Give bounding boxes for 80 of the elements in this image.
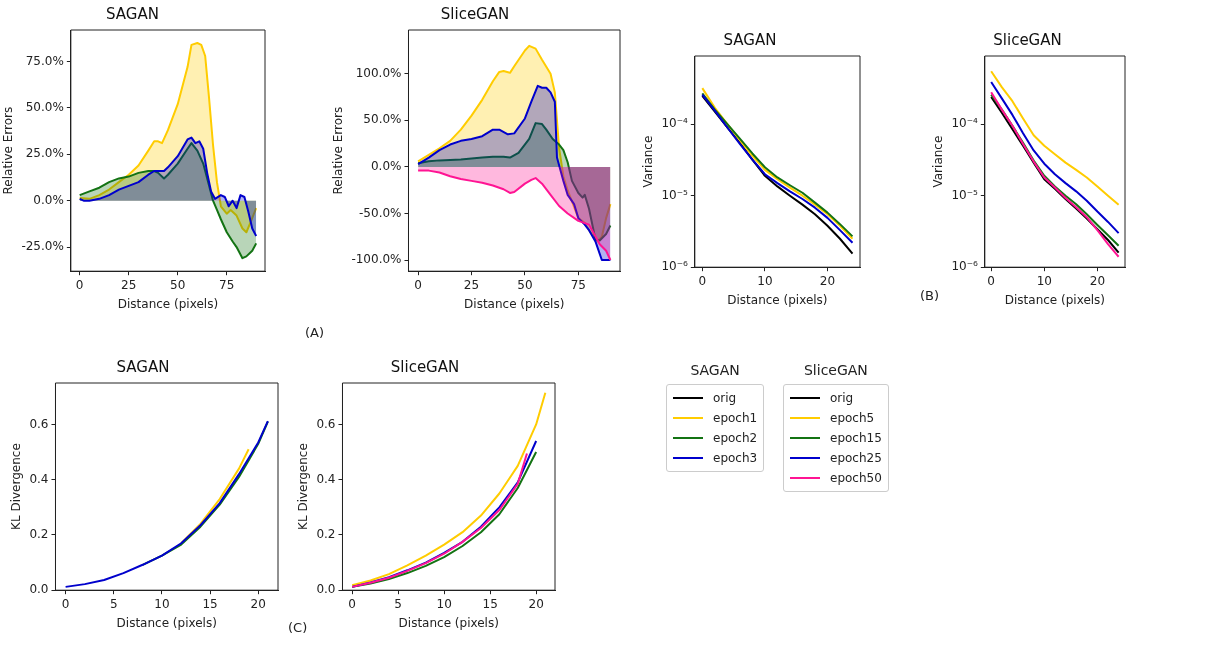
x-tick-label: 0 xyxy=(414,277,422,292)
x-tick-label: 10 xyxy=(757,273,773,288)
x-tick-label: 5 xyxy=(109,596,118,611)
chart-title: SAGAN xyxy=(116,357,170,376)
x-axis-title: Distance (pixels) xyxy=(727,292,828,307)
y-tick-label: 10⁻⁴ xyxy=(661,116,688,131)
x-tick-label: 0 xyxy=(61,596,70,611)
x-tick-label: 20 xyxy=(250,596,266,611)
legend-label: epoch3 xyxy=(713,451,758,465)
legend-label: epoch25 xyxy=(830,451,882,465)
y-tick-label: 0.4 xyxy=(29,471,49,486)
x-axis-title: Distance (pixels) xyxy=(398,615,499,630)
legend-title: SAGAN xyxy=(689,362,741,378)
y-tick-label: 0.6 xyxy=(29,416,49,431)
y-axis-title: Variance xyxy=(641,135,656,188)
y-axis-title: KL Divergence xyxy=(9,443,24,530)
y-tick-label: -50.0% xyxy=(359,205,402,220)
y-tick-label: 0.0% xyxy=(370,159,402,174)
x-tick-label: 10 xyxy=(436,596,452,611)
y-tick-label: 0.6 xyxy=(316,416,336,431)
y-tick-label: 10⁻⁴ xyxy=(951,116,978,131)
x-axis-title: Distance (pixels) xyxy=(1004,292,1106,307)
y-tick-label: 50.0% xyxy=(25,100,64,115)
x-tick-label: 20 xyxy=(528,596,544,611)
x-tick-label: 10 xyxy=(1036,273,1052,288)
y-tick-label: 0.2 xyxy=(316,527,336,542)
x-axis-title: Distance (pixels) xyxy=(117,296,219,311)
chart-title: SliceGAN xyxy=(993,30,1062,49)
chart-title: SliceGAN xyxy=(390,357,460,376)
x-axis-title: Distance (pixels) xyxy=(116,615,217,630)
y-tick-label: -25.0% xyxy=(21,239,64,254)
x-tick-label: 0 xyxy=(348,596,356,611)
y-tick-label: 0.4 xyxy=(316,471,336,486)
legend-label: orig xyxy=(830,391,854,405)
legend-label: orig xyxy=(713,391,737,405)
chart-title: SAGAN xyxy=(106,4,159,23)
legend-label: epoch2 xyxy=(713,431,758,445)
x-tick-label: 75 xyxy=(570,277,586,292)
text: (A) xyxy=(305,325,325,340)
chart-title: SliceGAN xyxy=(440,4,510,23)
x-tick-label: 50 xyxy=(170,277,186,292)
legend-label: epoch5 xyxy=(830,411,875,425)
y-tick-label: 75.0% xyxy=(25,53,64,68)
x-tick-label: 15 xyxy=(482,596,498,611)
y-tick-label: 0.0 xyxy=(29,582,49,597)
y-tick-label: -100.0% xyxy=(351,252,402,267)
legend-label: epoch1 xyxy=(713,411,758,425)
x-tick-label: 5 xyxy=(394,596,402,611)
x-tick-label: 75 xyxy=(219,277,235,292)
y-tick-label: 0.0% xyxy=(33,192,64,207)
x-tick-label: 20 xyxy=(819,273,836,288)
y-tick-label: 10⁻⁵ xyxy=(951,187,978,202)
legend-label: epoch15 xyxy=(830,431,882,445)
x-tick-label: 0 xyxy=(987,273,996,288)
x-tick-label: 20 xyxy=(1089,273,1106,288)
y-tick-label: 25.0% xyxy=(25,146,64,161)
x-tick-label: 0 xyxy=(698,273,707,288)
y-tick-label: 0.2 xyxy=(29,527,49,542)
chart-title: SAGAN xyxy=(723,30,777,49)
y-tick-label: 10⁻⁵ xyxy=(661,187,688,202)
x-tick-label: 50 xyxy=(517,277,533,292)
x-tick-label: 10 xyxy=(154,596,170,611)
y-tick-label: 50.0% xyxy=(363,112,402,127)
legend-label: epoch50 xyxy=(830,471,882,485)
x-axis-title: Distance (pixels) xyxy=(464,296,565,311)
y-tick-label: 100.0% xyxy=(355,65,402,80)
y-axis-title: Variance xyxy=(931,135,946,188)
y-axis-title: KL Divergence xyxy=(296,443,311,530)
x-tick-label: 15 xyxy=(202,596,218,611)
y-tick-label: 10⁻⁶ xyxy=(661,259,688,274)
legend-title: SliceGAN xyxy=(802,362,869,378)
y-axis-title: Relative Errors xyxy=(331,106,346,195)
x-tick-label: 25 xyxy=(463,277,480,292)
x-tick-label: 0 xyxy=(75,277,84,292)
text: (B) xyxy=(920,288,940,303)
y-axis-title: Relative Errors xyxy=(1,106,16,195)
x-tick-label: 25 xyxy=(121,277,137,292)
text: (C) xyxy=(288,620,308,635)
y-tick-label: 0.0 xyxy=(316,582,336,597)
y-tick-label: 10⁻⁶ xyxy=(951,259,978,274)
